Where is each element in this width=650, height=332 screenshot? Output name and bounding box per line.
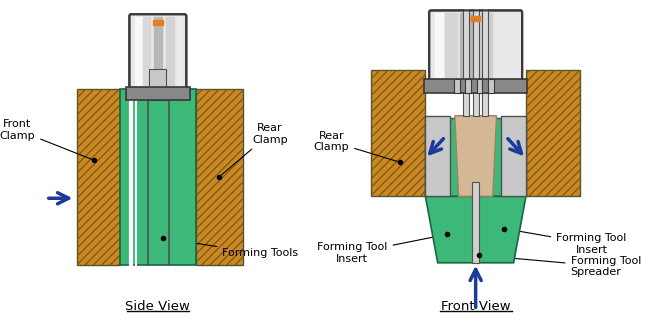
Bar [526, 70, 580, 196]
Bar [460, 13, 473, 77]
Polygon shape [455, 116, 497, 196]
Bar [142, 17, 150, 85]
Polygon shape [425, 196, 526, 263]
Bar [472, 182, 480, 263]
Bar [435, 13, 443, 77]
Bar [425, 118, 450, 196]
Bar [120, 89, 196, 265]
Bar [463, 2, 469, 116]
Text: Rear
Clamp: Rear Clamp [221, 123, 287, 176]
Bar [501, 118, 526, 196]
FancyBboxPatch shape [129, 14, 187, 89]
Bar [135, 17, 142, 85]
Bar [154, 17, 162, 85]
Text: Rear
Clamp: Rear Clamp [314, 130, 397, 161]
FancyBboxPatch shape [429, 10, 522, 81]
Polygon shape [501, 116, 526, 196]
Text: Front View: Front View [441, 300, 510, 313]
Bar [445, 13, 457, 77]
Bar [371, 70, 425, 196]
Bar [150, 69, 166, 100]
Text: Forming Tools: Forming Tools [165, 238, 298, 258]
Bar [526, 70, 580, 196]
Bar [125, 87, 190, 100]
Bar [454, 79, 460, 93]
Bar [196, 89, 243, 265]
Bar [482, 2, 488, 116]
Bar [480, 13, 492, 77]
Text: Forming Tool
Spreader: Forming Tool Spreader [481, 255, 641, 277]
Bar [488, 79, 494, 93]
Text: Side View: Side View [125, 300, 190, 313]
Bar [473, 2, 478, 116]
Text: Front
Clamp: Front Clamp [0, 119, 92, 159]
Bar [425, 118, 526, 196]
Bar [177, 17, 181, 85]
Bar [153, 20, 162, 25]
Bar [196, 89, 243, 265]
Bar [371, 70, 425, 196]
Text: Forming Tool
Insert: Forming Tool Insert [507, 229, 627, 255]
Bar [77, 89, 120, 265]
Bar [476, 79, 482, 93]
Text: Forming Tool
Insert: Forming Tool Insert [317, 235, 445, 264]
Bar [465, 79, 471, 93]
Polygon shape [425, 116, 450, 196]
Bar [166, 17, 174, 85]
Bar [471, 16, 480, 21]
Bar [77, 89, 120, 265]
Bar [424, 79, 527, 93]
Bar [497, 13, 506, 77]
